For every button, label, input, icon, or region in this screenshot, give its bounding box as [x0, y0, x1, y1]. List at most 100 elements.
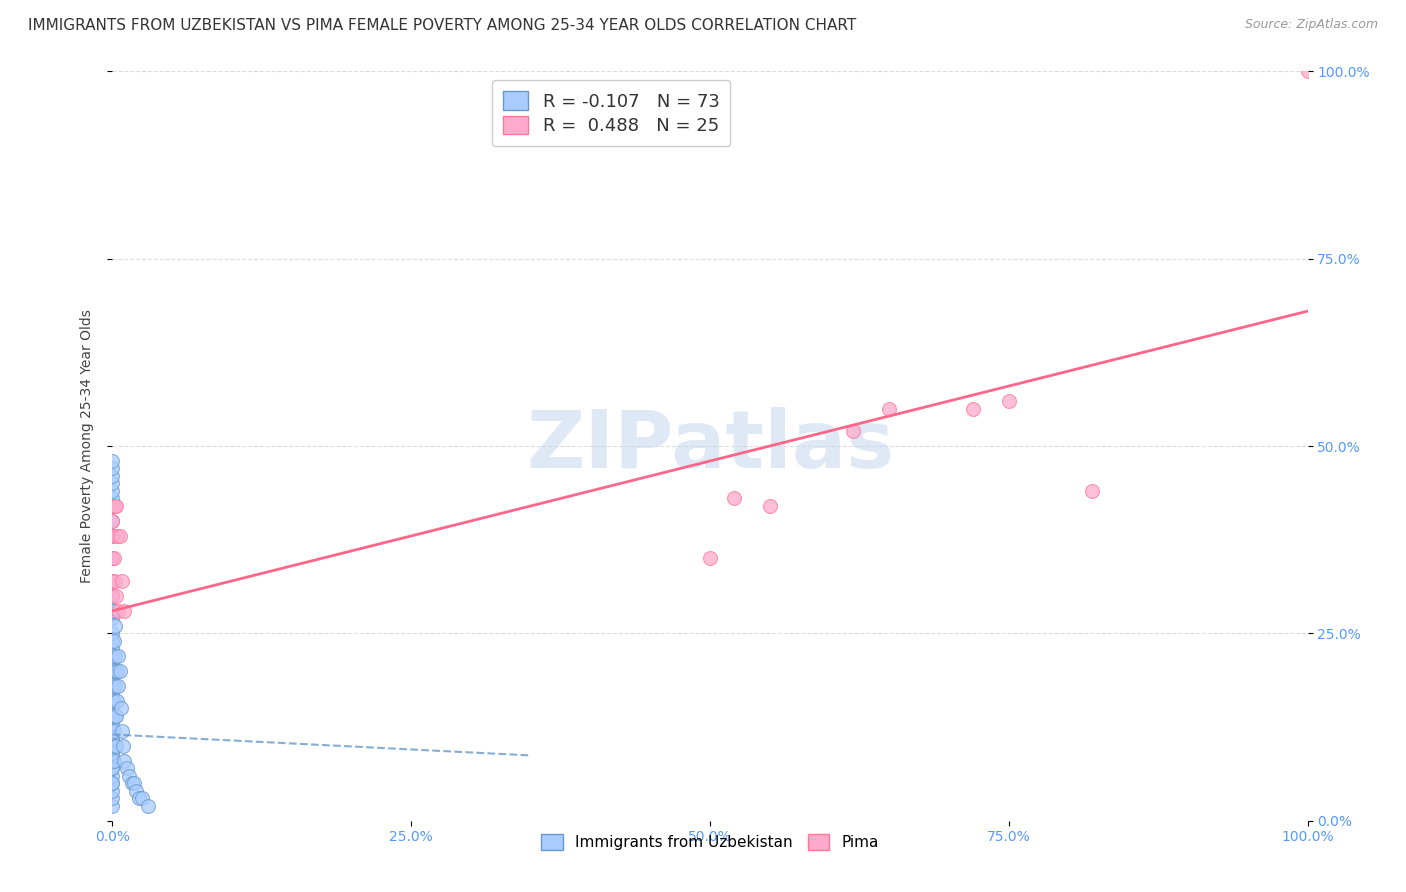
Point	[101, 679, 124, 693]
Point	[103, 723, 125, 738]
Point	[101, 574, 124, 588]
Point	[1296, 64, 1319, 78]
Point	[104, 648, 127, 663]
Point	[101, 499, 124, 513]
Point	[104, 679, 127, 693]
Text: IMMIGRANTS FROM UZBEKISTAN VS PIMA FEMALE POVERTY AMONG 25-34 YEAR OLDS CORRELAT: IMMIGRANTS FROM UZBEKISTAN VS PIMA FEMAL…	[28, 18, 856, 33]
Legend: Immigrants from Uzbekistan, Pima: Immigrants from Uzbekistan, Pima	[534, 827, 886, 858]
Point	[107, 604, 129, 618]
Point	[121, 776, 143, 790]
Point	[101, 671, 124, 685]
Point	[101, 483, 124, 498]
Point	[103, 633, 125, 648]
Point	[723, 491, 745, 506]
Point	[103, 551, 125, 566]
Point	[103, 499, 125, 513]
Point	[101, 754, 124, 768]
Text: ZIPatlas: ZIPatlas	[526, 407, 894, 485]
Point	[103, 754, 125, 768]
Point	[101, 694, 124, 708]
Point	[101, 657, 124, 671]
Point	[103, 604, 125, 618]
Point	[101, 514, 124, 528]
Point	[105, 694, 128, 708]
Point	[101, 469, 124, 483]
Point	[101, 664, 124, 678]
Point	[101, 633, 124, 648]
Point	[107, 679, 129, 693]
Point	[101, 701, 124, 715]
Point	[962, 401, 984, 416]
Point	[105, 708, 128, 723]
Point	[125, 783, 148, 797]
Point	[114, 754, 135, 768]
Point	[759, 499, 782, 513]
Point	[101, 589, 124, 603]
Point	[101, 769, 124, 783]
Point	[101, 791, 124, 805]
Text: Source: ZipAtlas.com: Source: ZipAtlas.com	[1244, 18, 1378, 31]
Point	[104, 708, 127, 723]
Point	[105, 529, 128, 543]
Point	[101, 761, 124, 775]
Point	[101, 529, 124, 543]
Point	[105, 589, 128, 603]
Point	[101, 783, 124, 797]
Point	[879, 401, 901, 416]
Point	[110, 701, 132, 715]
Y-axis label: Female Poverty Among 25-34 Year Olds: Female Poverty Among 25-34 Year Olds	[80, 309, 94, 583]
Point	[101, 529, 124, 543]
Point	[101, 611, 124, 625]
Point	[101, 641, 124, 656]
Point	[105, 664, 128, 678]
Point	[101, 551, 124, 566]
Point	[112, 739, 135, 753]
Point	[101, 648, 124, 663]
Point	[101, 604, 124, 618]
Point	[101, 708, 124, 723]
Point	[101, 514, 124, 528]
Point	[101, 574, 124, 588]
Point	[101, 723, 124, 738]
Point	[101, 686, 124, 700]
Point	[104, 739, 127, 753]
Point	[101, 626, 124, 640]
Point	[138, 798, 160, 813]
Point	[108, 664, 131, 678]
Point	[842, 424, 865, 438]
Point	[103, 664, 125, 678]
Point	[105, 739, 128, 753]
Point	[101, 746, 124, 760]
Point	[101, 551, 124, 566]
Point	[103, 694, 125, 708]
Point	[111, 723, 134, 738]
Point	[114, 604, 135, 618]
Point	[101, 776, 124, 790]
Point	[101, 731, 124, 746]
Point	[101, 776, 124, 790]
Point	[101, 739, 124, 753]
Point	[131, 791, 153, 805]
Point	[122, 776, 145, 790]
Point	[111, 574, 134, 588]
Point	[101, 491, 124, 506]
Point	[101, 798, 124, 813]
Point	[108, 529, 131, 543]
Point	[699, 551, 721, 566]
Point	[101, 461, 124, 475]
Point	[101, 589, 124, 603]
Point	[101, 454, 124, 468]
Point	[128, 791, 150, 805]
Point	[101, 476, 124, 491]
Point	[101, 761, 124, 775]
Point	[104, 574, 127, 588]
Point	[104, 499, 127, 513]
Point	[118, 769, 141, 783]
Point	[101, 716, 124, 731]
Point	[998, 394, 1021, 409]
Point	[107, 648, 129, 663]
Point	[101, 731, 124, 746]
Point	[101, 746, 124, 760]
Point	[104, 619, 127, 633]
Point	[105, 499, 128, 513]
